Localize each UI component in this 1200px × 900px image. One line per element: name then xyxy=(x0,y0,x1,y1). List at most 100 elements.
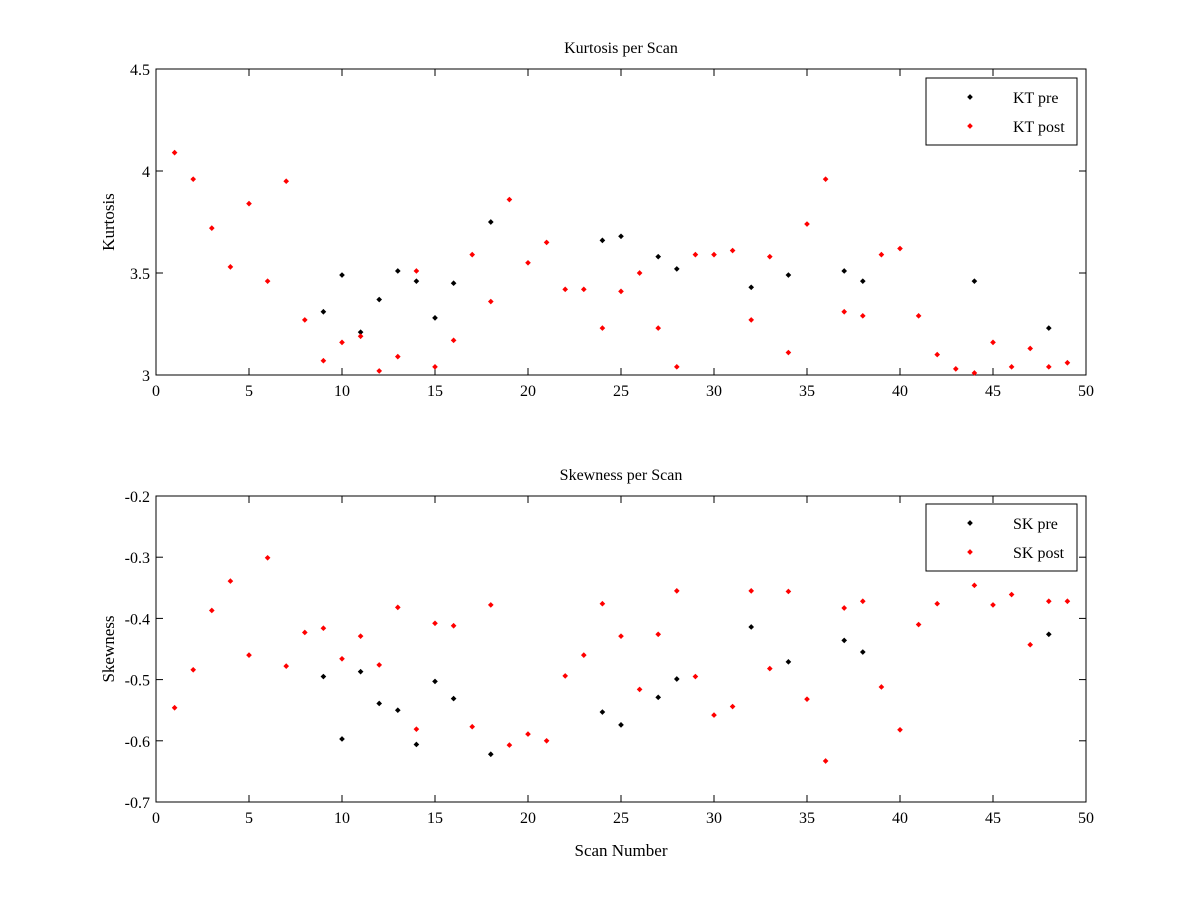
kurtosis-legend-marker-pre xyxy=(967,94,973,100)
kurtosis-x-tick-label: 35 xyxy=(799,383,815,400)
kurtosis-data-point xyxy=(692,251,699,258)
kurtosis-x-tick-label: 50 xyxy=(1078,383,1094,400)
skewness-data-point xyxy=(990,602,996,608)
skewness-legend-box xyxy=(925,503,1078,572)
skewness-data-point xyxy=(859,598,866,605)
kurtosis-data-point xyxy=(246,200,252,207)
kurtosis-data-point xyxy=(320,357,327,364)
kurtosis-data-point xyxy=(618,288,624,295)
kurtosis-data-point xyxy=(283,178,290,185)
kurtosis-y-tick-label: 3 xyxy=(142,368,150,385)
skewness-data-point xyxy=(227,578,234,584)
kurtosis-panel: Kurtosis per Scan 0 5 10 15 20 25 30 35 40 45 50 3 3.… xyxy=(99,40,1094,400)
skewness-data-point xyxy=(562,673,569,679)
skewness-data-point xyxy=(878,684,885,690)
kurtosis-data-point xyxy=(971,370,978,376)
kurtosis-data-point xyxy=(599,325,606,331)
skewness-data-point xyxy=(413,726,420,733)
skewness-data-point xyxy=(841,605,848,611)
kurtosis-data-point xyxy=(357,329,364,335)
skewness-data-point xyxy=(692,673,699,680)
skewness-data-point xyxy=(618,722,624,728)
skewness-y-tick-label: -0.5 xyxy=(125,673,150,690)
skewness-data-point xyxy=(729,703,736,710)
kurtosis-legend: KT pre KT post xyxy=(925,77,1078,146)
kurtosis-data-point xyxy=(376,296,383,303)
skewness-data-point xyxy=(357,633,364,639)
kurtosis-y-axis-label: Kurtosis xyxy=(99,193,118,251)
kurtosis-legend-label-post: KT post xyxy=(1013,119,1065,136)
kurtosis-data-point xyxy=(469,251,476,258)
kurtosis-data-point xyxy=(394,353,401,360)
skewness-legend-marker-post xyxy=(967,549,973,555)
kurtosis-data-point xyxy=(357,333,364,340)
kurtosis-data-point xyxy=(208,225,215,231)
kurtosis-data-point xyxy=(785,272,792,278)
skewness-data-point xyxy=(376,700,383,707)
skewness-data-point xyxy=(506,742,513,748)
skewness-data-point xyxy=(264,554,271,561)
kurtosis-x-tick-label: 15 xyxy=(427,383,443,400)
skewness-data-point xyxy=(450,622,457,629)
skewness-data-point xyxy=(469,723,476,730)
skewness-x-tick-label: 50 xyxy=(1078,810,1094,827)
kurtosis-data-point xyxy=(748,284,755,291)
skewness-data-point xyxy=(971,582,978,589)
skewness-chart-title: Skewness per Scan xyxy=(560,467,683,484)
skewness-x-tick-label: 10 xyxy=(334,810,350,827)
kurtosis-legend-box xyxy=(925,77,1078,146)
skewness-data-point xyxy=(320,625,327,632)
skewness-data-point xyxy=(394,604,401,611)
kurtosis-x-tick-label: 25 xyxy=(613,383,629,400)
kurtosis-data-point xyxy=(673,266,680,272)
kurtosis-data-point xyxy=(618,233,624,240)
skewness-y-tick-label: -0.4 xyxy=(125,611,150,628)
kurtosis-x-tick-label: 30 xyxy=(706,383,722,400)
kurtosis-data-point xyxy=(1027,345,1034,352)
skewness-y-axis-label: Skewness xyxy=(99,615,118,682)
skewness-data-point xyxy=(525,731,531,737)
kurtosis-data-point xyxy=(301,317,308,323)
kurtosis-data-point xyxy=(673,364,680,370)
skewness-data-point xyxy=(394,707,401,714)
kurtosis-x-tick-label: 0 xyxy=(152,383,160,400)
kurtosis-data-point xyxy=(841,308,848,315)
skewness-data-point xyxy=(301,629,308,636)
skewness-x-tick-label: 20 xyxy=(520,810,536,827)
kurtosis-data-point xyxy=(525,259,531,266)
kurtosis-y-tick-label: 4.5 xyxy=(130,62,150,79)
skewness-x-tick-label: 15 xyxy=(427,810,443,827)
kurtosis-data-point xyxy=(1045,325,1052,331)
kurtosis-data-point xyxy=(339,272,345,278)
skewness-data-point xyxy=(766,665,773,672)
kurtosis-data-point xyxy=(320,308,327,315)
skewness-x-tick-label: 35 xyxy=(799,810,815,827)
kurtosis-data-point xyxy=(432,315,438,321)
skewness-data-point xyxy=(897,726,903,733)
skewness-y-tick-label: -0.3 xyxy=(125,550,150,567)
kurtosis-data-point xyxy=(487,298,494,305)
skewness-data-point xyxy=(655,631,662,638)
skewness-legend-marker-pre xyxy=(967,520,973,526)
kurtosis-data-point xyxy=(878,251,885,258)
skewness-legend-label-post: SK post xyxy=(1013,545,1065,562)
skewness-data-point xyxy=(748,624,755,630)
kurtosis-data-point xyxy=(729,247,736,254)
skewness-data-point xyxy=(748,588,755,594)
kurtosis-data-point xyxy=(339,339,345,346)
kurtosis-data-point xyxy=(748,317,755,323)
kurtosis-data-point xyxy=(543,239,550,246)
kurtosis-legend-marker-post xyxy=(967,123,973,129)
skewness-data-point xyxy=(618,633,624,639)
skewness-data-point xyxy=(357,668,364,675)
skewness-data-point xyxy=(432,620,438,627)
kurtosis-series-pre xyxy=(320,219,1052,335)
skewness-data-point xyxy=(655,694,662,701)
kurtosis-data-point xyxy=(562,286,569,293)
kurtosis-data-point xyxy=(859,313,866,319)
kurtosis-data-point xyxy=(822,176,829,182)
skewness-data-point xyxy=(711,712,717,718)
kurtosis-data-point xyxy=(432,364,438,370)
kurtosis-chart-title: Kurtosis per Scan xyxy=(564,40,678,57)
